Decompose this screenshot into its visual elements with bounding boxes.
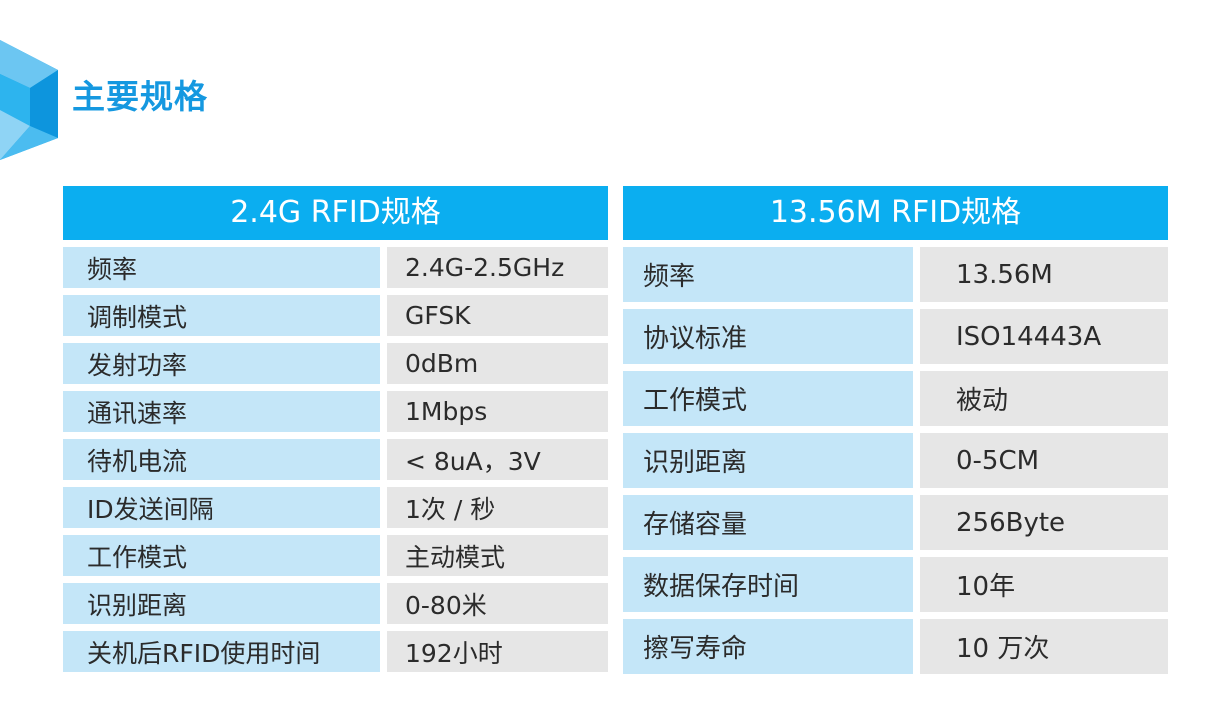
spec-value-cell: 0dBm [387, 343, 608, 384]
spec-value-cell: 10年 [920, 557, 1168, 612]
spec-value-cell: 0-80米 [387, 583, 608, 624]
decorative-cube-graphic [0, 40, 58, 160]
spec-value-cell: 主动模式 [387, 535, 608, 576]
spec-key-cell: 调制模式 [63, 295, 380, 336]
spec-key-cell: 频率 [63, 247, 380, 288]
spec-key-cell: 识别距离 [63, 583, 380, 624]
spec-value-cell: 256Byte [920, 495, 1168, 550]
spec-table-13-56m: 13.56M RFID规格 频率 13.56M 协议标准 ISO14443A 工作模式被… [623, 186, 1168, 675]
spec-value-cell: < 8uA，3V [387, 439, 608, 480]
spec-key-cell: 擦写寿命 [623, 619, 913, 674]
spec-value-cell: 2.4G-2.5GHz [387, 247, 608, 288]
spec-value-cell: 0-5CM [920, 433, 1168, 488]
spec-value-cell: 192小时 [387, 631, 608, 672]
spec-key-cell: 待机电流 [63, 439, 380, 480]
spec-value-cell: GFSK [387, 295, 608, 336]
spec-value-cell: 被动 [920, 371, 1168, 426]
spec-value-cell: 10 万次 [920, 619, 1168, 674]
spec-value-cell: 1次 / 秒 [387, 487, 608, 528]
spec-key-cell: 频率 [623, 247, 913, 302]
table-header-13-56m: 13.56M RFID规格 [623, 186, 1168, 240]
spec-key-cell: 存储容量 [623, 495, 913, 550]
spec-value-cell: 13.56M [920, 247, 1168, 302]
spec-value-cell: 1Mbps [387, 391, 608, 432]
spec-key-cell: 通讯速率 [63, 391, 380, 432]
spec-key-cell: 工作模式 [63, 535, 380, 576]
spec-key-cell: 协议标准 [623, 309, 913, 364]
spec-key-cell: 工作模式 [623, 371, 913, 426]
spec-key-cell: 关机后RFID使用时间 [63, 631, 380, 672]
spec-value-cell: ISO14443A [920, 309, 1168, 364]
spec-key-cell: 识别距离 [623, 433, 913, 488]
table-header-2-4g: 2.4G RFID规格 [63, 186, 608, 240]
page-title: 主要规格 [72, 77, 208, 116]
spec-key-cell: 发射功率 [63, 343, 380, 384]
spec-table-2-4g: 2.4G RFID规格 频率 2.4G-2.5GHz 调制模式 GFSK 发射功率 0dB… [63, 186, 608, 675]
spec-key-cell: ID发送间隔 [63, 487, 380, 528]
spec-key-cell: 数据保存时间 [623, 557, 913, 612]
